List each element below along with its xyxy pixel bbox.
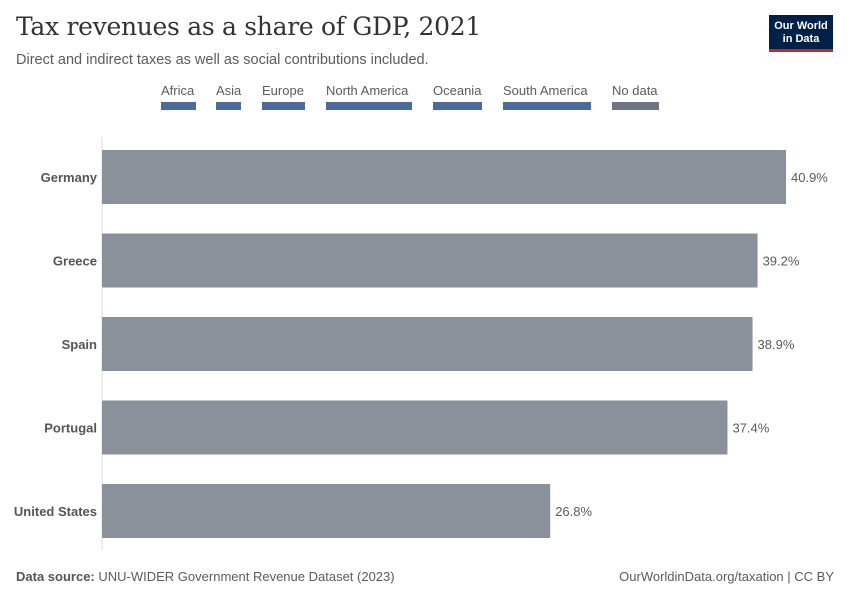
- legend-item-south-america[interactable]: South America: [503, 83, 591, 110]
- data-source: Data source: UNU-WIDER Government Revenu…: [16, 569, 395, 584]
- category-label: Greece: [53, 254, 97, 269]
- legend-swatch: [503, 102, 591, 110]
- chart-title: Tax revenues as a share of GDP, 2021: [16, 12, 481, 41]
- legend-swatch: [326, 102, 412, 110]
- legend-label: South America: [503, 83, 588, 98]
- legend-item-asia[interactable]: Asia: [216, 83, 241, 110]
- legend-swatch: [433, 102, 482, 110]
- legend-item-europe[interactable]: Europe: [262, 83, 305, 110]
- license-credit[interactable]: OurWorldinData.org/taxation | CC BY: [619, 569, 834, 584]
- bar-spain[interactable]: [102, 317, 753, 371]
- legend-swatch: [216, 102, 241, 110]
- chart-subtitle: Direct and indirect taxes as well as soc…: [16, 52, 429, 68]
- legend-item-oceania[interactable]: Oceania: [433, 83, 482, 110]
- legend-swatch: [262, 102, 305, 110]
- legend-swatch: [612, 102, 659, 110]
- category-label: Germany: [41, 170, 98, 185]
- logo-line-1: Our World: [774, 20, 828, 32]
- legend-label: Europe: [262, 83, 304, 98]
- value-label: 26.8%: [555, 504, 592, 519]
- bar-greece[interactable]: [102, 233, 758, 288]
- bar-united-states[interactable]: [102, 484, 551, 538]
- legend-label: Asia: [216, 83, 242, 98]
- legend-label: No data: [612, 83, 658, 98]
- data-source-link[interactable]: UNU-WIDER Government Revenue Dataset (20…: [98, 569, 395, 584]
- category-label: Spain: [62, 337, 97, 352]
- value-label: 40.9%: [791, 170, 828, 185]
- legend-label: North America: [326, 83, 409, 98]
- bar-germany[interactable]: [102, 150, 786, 204]
- logo-line-2: in Data: [782, 33, 820, 45]
- value-label: 37.4%: [732, 421, 769, 436]
- category-label: United States: [14, 504, 97, 519]
- legend-item-africa[interactable]: Africa: [161, 83, 196, 110]
- value-label: 39.2%: [763, 254, 800, 269]
- category-label: Portugal: [44, 421, 97, 436]
- legend-label: Oceania: [433, 83, 482, 98]
- owid-logo[interactable]: Our World in Data: [769, 15, 833, 52]
- legend-item-no-data[interactable]: No data: [612, 83, 659, 110]
- data-source-label: Data source:: [16, 569, 95, 584]
- legend-item-north-america[interactable]: North America: [326, 83, 412, 110]
- legend: Africa Asia Europe North America Oceania…: [0, 83, 850, 113]
- bar-portugal[interactable]: [102, 400, 728, 455]
- value-label: 38.9%: [758, 337, 795, 352]
- bars-group: Germany 40.9% Greece 39.2% Spain 38.9% Portuga…: [14, 150, 828, 538]
- legend-label: Africa: [161, 83, 195, 98]
- legend-swatch: [161, 102, 196, 110]
